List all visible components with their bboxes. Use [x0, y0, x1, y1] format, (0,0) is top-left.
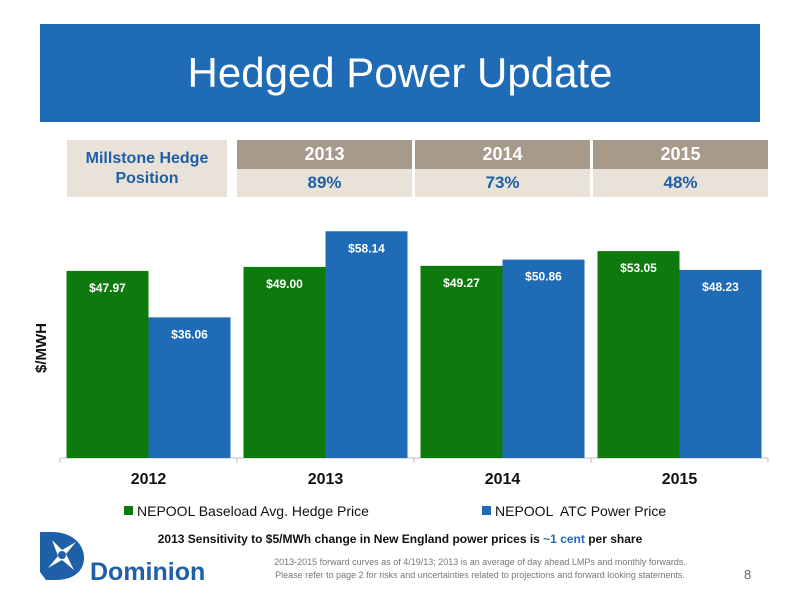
bar-2015-atc [679, 269, 762, 458]
hedge-year: 2015 [593, 140, 768, 169]
x-tick-label: 2015 [662, 471, 698, 488]
bar-2014-hedge [420, 265, 503, 458]
footnote-line2: Please refer to page 2 for risks and unc… [275, 570, 685, 580]
bar-data-label: $49.27 [443, 276, 480, 290]
x-tick-label: 2013 [308, 471, 344, 488]
bar-2012-atc [148, 317, 231, 458]
logo-wordmark: Dominion [90, 558, 205, 586]
bar-data-label: $50.86 [525, 270, 562, 284]
dominion-logo: Dominion [40, 532, 205, 586]
bar-data-label: $36.06 [171, 327, 208, 341]
bar-2012-hedge [66, 270, 149, 458]
footnote-line1: 2013-2015 forward curves as of 4/19/13; … [274, 557, 686, 567]
bar-data-label: $47.97 [89, 281, 126, 295]
hedge-label-line2: Position [115, 169, 179, 187]
bar-data-label: $58.14 [348, 241, 385, 255]
hedge-label-line1: Millstone Hedge [85, 149, 209, 167]
x-tick-label: 2012 [131, 471, 167, 488]
hedge-column-2015: 2015 48% [593, 140, 768, 197]
bar-data-label: $53.05 [620, 261, 657, 275]
hedge-percent: 89% [237, 169, 412, 197]
legend-label: NEPOOL Baseload Avg. Hedge Price [137, 503, 369, 519]
hedge-percent: 73% [415, 169, 590, 197]
note-text-end: per share [584, 532, 643, 546]
page-title: Hedged Power Update [187, 49, 613, 96]
bar-data-label: $48.23 [702, 280, 739, 294]
bar-2013-hedge [243, 266, 326, 458]
bar-chart: $47.97 $36.06 2012 $49.00 $58.14 2013 $49.27 $5… [33, 231, 769, 519]
y-axis-label: $/MWH [33, 323, 50, 373]
note-highlight: ~1 cent [543, 532, 585, 546]
hedge-percent: 48% [593, 169, 768, 197]
hedge-column-2014: 2014 73% [415, 140, 590, 197]
hedge-column-2013: 2013 89% [237, 140, 412, 197]
page-number: 8 [744, 567, 752, 582]
legend-swatch [482, 506, 491, 515]
bar-2015-hedge [597, 251, 680, 458]
title-bar: Hedged Power Update [40, 24, 760, 122]
bar-2014-atc [502, 259, 585, 458]
hedge-year: 2013 [237, 140, 412, 169]
bar-data-label: $49.00 [266, 277, 303, 291]
legend-swatch [124, 506, 133, 515]
legend-label: NEPOOL ATC Power Price [495, 503, 666, 519]
bar-2013-atc [325, 231, 408, 458]
footnote: 2013-2015 forward curves as of 4/19/13; … [230, 556, 730, 582]
x-tick-label: 2014 [485, 471, 521, 488]
hedge-year: 2014 [415, 140, 590, 169]
sensitivity-note: 2013 Sensitivity to $5/MWh change in New… [0, 532, 800, 546]
note-text: 2013 Sensitivity to $5/MWh change in New… [157, 532, 544, 546]
hedge-position-label: Millstone Hedge Position [67, 140, 227, 197]
